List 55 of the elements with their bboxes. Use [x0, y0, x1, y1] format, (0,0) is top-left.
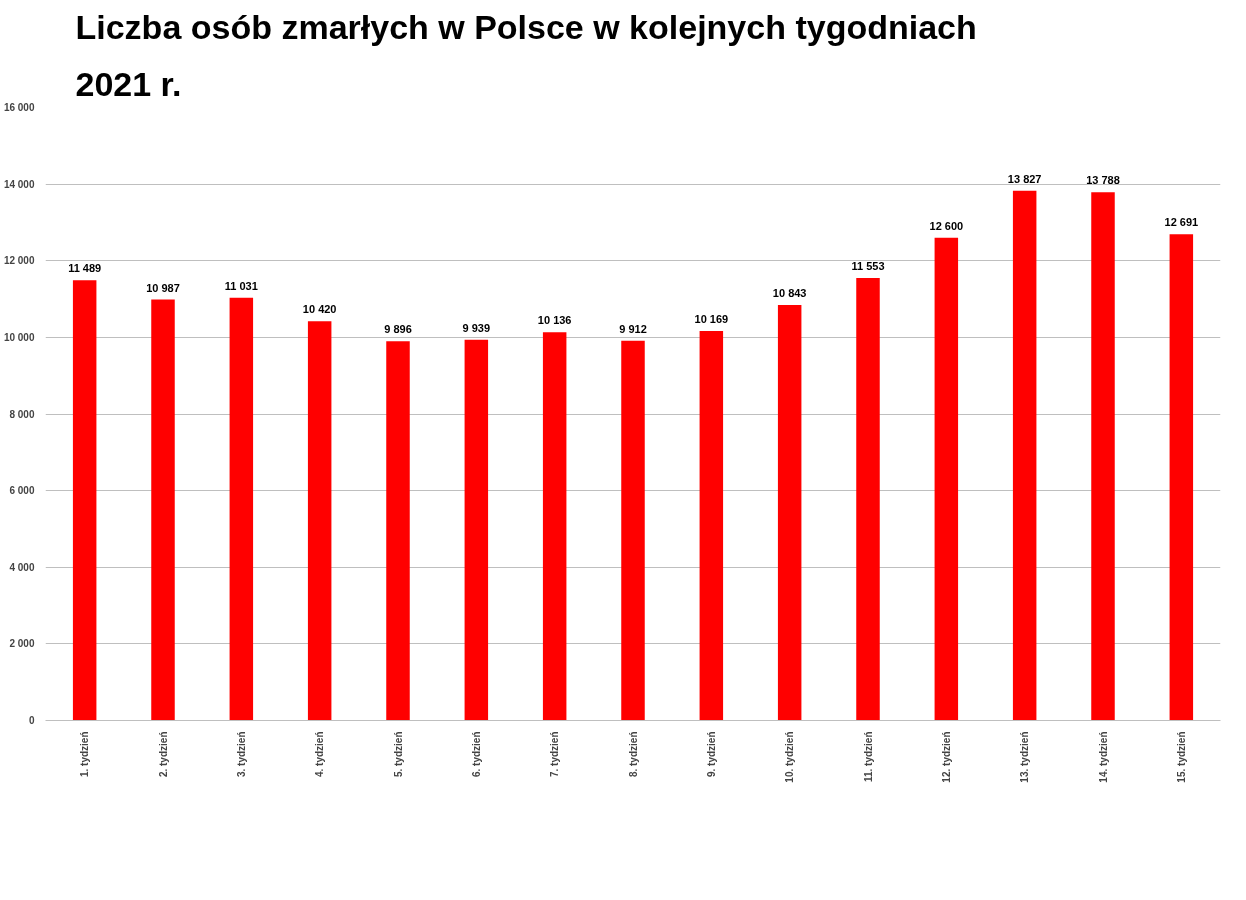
data-label: 10 169 — [694, 312, 729, 325]
data-label: 9 896 — [384, 323, 412, 336]
bar — [386, 341, 410, 721]
data-label: 11 031 — [224, 279, 258, 292]
bar — [1169, 234, 1194, 721]
bar — [856, 277, 880, 721]
y-tick-label: 0 — [28, 715, 35, 726]
x-tick-label: 6. tydzień — [470, 731, 482, 778]
x-tick-label: 4. tydzień — [314, 731, 326, 778]
x-tick-label: 3. tydzień — [235, 731, 247, 778]
y-tick-label: 12 000 — [3, 255, 35, 267]
x-tick-label: 7. tydzień — [549, 731, 561, 778]
data-label: 10 843 — [772, 287, 807, 300]
x-tick-label: 5. tydzień — [392, 731, 404, 778]
bar — [934, 237, 959, 721]
bar — [777, 305, 802, 721]
bar — [1012, 190, 1037, 721]
data-label: 11 489 — [68, 262, 102, 275]
x-tick-label: 9. tydzień — [705, 731, 717, 778]
y-tick-label: 6 000 — [9, 485, 35, 497]
data-label: 9 939 — [462, 321, 491, 334]
y-tick-label: 2 000 — [9, 638, 35, 650]
x-tick-label: 11. tydzień — [862, 731, 874, 783]
bar — [464, 339, 489, 721]
x-tick-label: 2. tydzień — [157, 731, 169, 778]
x-tick-label: 1. tydzień — [79, 731, 91, 778]
x-tick-label: 13. tydzień — [1019, 731, 1031, 783]
bar — [229, 297, 254, 721]
bar — [1091, 192, 1115, 721]
bar — [542, 332, 567, 721]
y-tick-label: 10 000 — [3, 331, 35, 343]
bar — [699, 330, 724, 721]
y-tick-label: 16 000 — [3, 102, 35, 113]
bar — [621, 340, 645, 721]
bar — [72, 280, 97, 721]
data-label: 12 600 — [929, 219, 964, 232]
x-tick-label: 14. tydzień — [1097, 731, 1109, 783]
bar — [151, 299, 175, 721]
data-label: 12 691 — [1164, 216, 1199, 229]
y-tick-label: 14 000 — [3, 178, 35, 190]
data-label: 10 136 — [537, 314, 572, 327]
x-tick-label: 10. tydzień — [784, 731, 796, 783]
data-label: 10 420 — [302, 303, 337, 316]
y-tick-label: 8 000 — [9, 408, 35, 420]
chart-title: Liczba osób zmarłych w Polsce w kolejnych tygodniach 2021 r. — [75, 7, 977, 103]
x-tick-label: 12. tydzień — [940, 731, 952, 783]
data-label: 9 912 — [619, 322, 647, 335]
data-label: 10 987 — [146, 281, 180, 294]
data-label: 11 553 — [851, 259, 885, 272]
x-tick-label: 8. tydzień — [627, 731, 639, 778]
data-label: 13 788 — [1086, 174, 1120, 187]
bar — [307, 321, 332, 721]
x-tick-label: 15. tydzień — [1175, 731, 1187, 783]
y-tick-label: 4 000 — [9, 561, 35, 573]
data-label: 13 827 — [1007, 172, 1042, 185]
